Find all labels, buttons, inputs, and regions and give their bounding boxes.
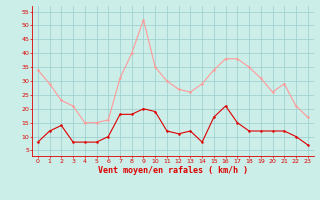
X-axis label: Vent moyen/en rafales ( km/h ): Vent moyen/en rafales ( km/h ) — [98, 166, 248, 175]
